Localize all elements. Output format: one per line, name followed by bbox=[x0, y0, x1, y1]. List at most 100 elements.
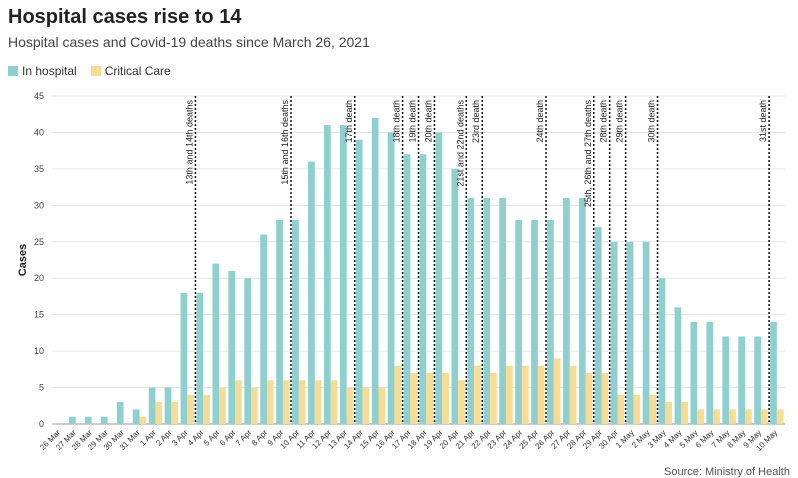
bar-critical-care bbox=[378, 387, 386, 424]
bar-in-hospital bbox=[164, 387, 172, 424]
y-tick-label: 45 bbox=[34, 91, 44, 101]
bar-in-hospital bbox=[594, 227, 602, 424]
death-marker-label: 31st death bbox=[758, 100, 768, 142]
chart-title: Hospital cases rise to 14 bbox=[8, 6, 242, 28]
bar-critical-care bbox=[569, 365, 577, 424]
legend-label-critical-care: Critical Care bbox=[104, 64, 171, 78]
bar-in-hospital bbox=[212, 263, 220, 424]
bar-critical-care bbox=[760, 409, 768, 424]
bar-critical-care bbox=[601, 372, 609, 424]
bar-critical-care bbox=[426, 372, 434, 424]
death-marker-label: 24th death bbox=[535, 100, 545, 143]
bar-in-hospital bbox=[610, 241, 618, 424]
bar-critical-care bbox=[776, 409, 784, 424]
bar-critical-care bbox=[171, 402, 179, 424]
bar-in-hospital bbox=[563, 198, 570, 424]
bar-critical-care bbox=[282, 380, 290, 424]
bar-critical-care bbox=[235, 380, 242, 424]
y-tick-label: 5 bbox=[39, 383, 44, 393]
bar-in-hospital bbox=[754, 336, 761, 424]
bar-in-hospital bbox=[324, 125, 331, 425]
death-marker-label: 30th death bbox=[647, 100, 657, 143]
bar-in-hospital bbox=[435, 132, 443, 424]
bar-critical-care bbox=[697, 409, 704, 424]
bar-in-hospital bbox=[642, 241, 650, 424]
y-tick-label: 30 bbox=[34, 200, 44, 210]
bar-critical-care bbox=[346, 387, 354, 424]
x-tick-label: 1 Apr bbox=[138, 428, 158, 448]
bar-in-hospital bbox=[467, 198, 475, 424]
bar-in-hospital bbox=[403, 154, 411, 425]
y-tick-label: 15 bbox=[34, 310, 44, 320]
bar-in-hospital bbox=[770, 321, 777, 424]
x-tick-label: 6 Apr bbox=[218, 428, 238, 448]
bar-in-hospital bbox=[148, 387, 156, 424]
bar-in-hospital bbox=[116, 402, 124, 424]
bar-critical-care bbox=[410, 372, 418, 424]
death-marker-label: 20th death bbox=[423, 100, 433, 143]
bar-in-hospital bbox=[451, 168, 459, 424]
bars bbox=[69, 117, 784, 425]
bar-in-hospital bbox=[132, 409, 140, 424]
y-tick-label: 20 bbox=[34, 273, 44, 283]
bar-critical-care bbox=[633, 394, 641, 424]
death-marker-label: 15th and 16th deaths bbox=[280, 100, 290, 185]
y-tick-label: 10 bbox=[34, 346, 44, 356]
death-marker-label: 18th death bbox=[392, 100, 402, 143]
source-note: Source: Ministry of Health bbox=[664, 466, 790, 478]
death-marker-label: 29th death bbox=[615, 100, 625, 143]
bar-in-hospital bbox=[292, 219, 299, 424]
x-tick-label: 7 Apr bbox=[234, 428, 254, 448]
bar-in-hospital bbox=[547, 219, 554, 424]
death-marker-label: 28th death bbox=[599, 100, 609, 143]
bar-in-hospital bbox=[69, 416, 76, 424]
bar-critical-care bbox=[553, 358, 561, 424]
bar-critical-care bbox=[442, 372, 449, 424]
y-axis-label: Cases bbox=[17, 244, 29, 276]
y-tick-label: 25 bbox=[34, 237, 44, 247]
bar-critical-care bbox=[314, 380, 322, 424]
chart-subtitle: Hospital cases and Covid-19 deaths since… bbox=[8, 34, 370, 50]
bar-critical-care bbox=[458, 380, 465, 424]
death-marker-label: 17th death bbox=[344, 100, 354, 143]
bar-in-hospital bbox=[371, 117, 379, 424]
bar-critical-care bbox=[362, 387, 370, 424]
y-tick-label: 0 bbox=[39, 419, 44, 429]
bar-critical-care bbox=[330, 380, 338, 424]
bar-in-hospital bbox=[228, 270, 236, 424]
bar-critical-care bbox=[617, 394, 625, 424]
bar-critical-care bbox=[298, 380, 306, 424]
bar-in-hospital bbox=[531, 219, 538, 424]
bar-in-hospital bbox=[738, 336, 746, 424]
x-tick-label: 3 Apr bbox=[170, 428, 190, 448]
bar-in-hospital bbox=[276, 219, 283, 424]
bar-critical-care bbox=[665, 402, 673, 424]
bar-critical-care bbox=[474, 365, 481, 424]
bar-in-hospital bbox=[100, 416, 108, 424]
death-annotations: 13th and 14th deaths 15th and 16th deaths… bbox=[184, 96, 770, 424]
bar-critical-care bbox=[713, 409, 720, 424]
bar-in-hospital bbox=[419, 154, 427, 425]
bar-critical-care bbox=[266, 380, 274, 424]
bar-in-hospital bbox=[515, 219, 522, 424]
bar-critical-care bbox=[187, 394, 194, 424]
bar-in-hospital bbox=[387, 132, 395, 424]
bar-in-hospital bbox=[244, 278, 252, 424]
legend-item-in-hospital: In hospital bbox=[8, 64, 77, 78]
death-marker-label: 21st and 22nd deaths bbox=[455, 100, 465, 187]
legend-swatch-critical-care bbox=[90, 66, 101, 76]
bar-in-hospital bbox=[180, 292, 188, 424]
bar-critical-care bbox=[537, 365, 545, 424]
bar-critical-care bbox=[155, 402, 163, 424]
bar-critical-care bbox=[681, 402, 688, 424]
death-marker-label: 13th and 14th deaths bbox=[184, 100, 194, 185]
bar-in-hospital bbox=[706, 321, 714, 424]
bar-critical-care bbox=[505, 365, 513, 424]
bar-critical-care bbox=[394, 365, 402, 424]
bar-critical-care bbox=[251, 387, 258, 424]
bar-critical-care bbox=[745, 409, 752, 424]
bar-in-hospital bbox=[196, 292, 204, 424]
bar-in-hospital bbox=[722, 336, 730, 424]
bar-critical-care bbox=[203, 394, 210, 424]
